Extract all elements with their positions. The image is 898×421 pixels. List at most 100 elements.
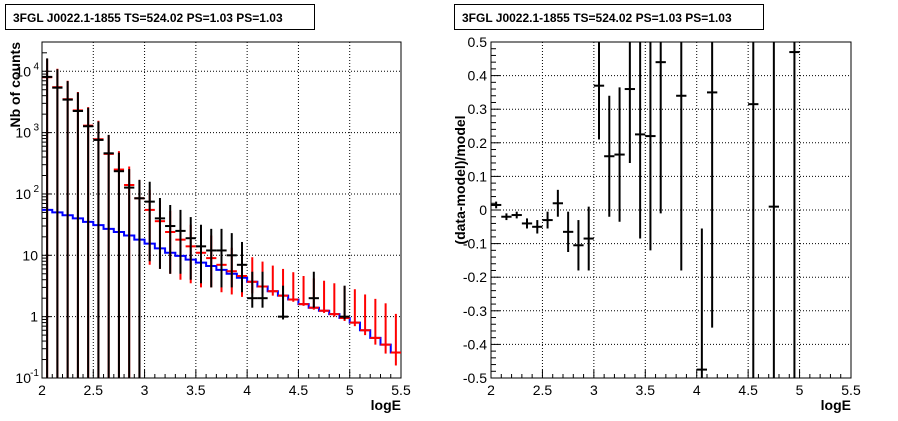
residual-series [491, 42, 800, 378]
data-point [103, 134, 114, 378]
y-axis-label: Nb of counts [7, 42, 23, 128]
y-tick-label: 0.1 [468, 168, 488, 184]
y-tick-label: 0.2 [468, 135, 488, 151]
data-point [42, 58, 53, 378]
data-point [359, 294, 371, 336]
data-point [308, 271, 319, 308]
y-tick-label: 10 [15, 186, 31, 202]
counts-series [42, 58, 401, 378]
y-tick-label: -0.2 [463, 269, 487, 285]
y-tick-label: 10 [22, 247, 38, 263]
y-tick-label: -0.1 [463, 236, 487, 252]
residual-point [521, 218, 533, 229]
counts-chart-title: 3FGL J0022.1-1855 TS=524.02 PS=1.03 PS=1… [5, 4, 315, 30]
x-tick-label: 2.5 [84, 382, 104, 398]
data-point [175, 209, 186, 274]
residual-point [604, 95, 615, 217]
y-tick-label: 10 [15, 370, 31, 386]
residual-point [542, 211, 553, 229]
data-point [390, 313, 401, 366]
data-point [52, 69, 63, 378]
y-tick-exponent: 4 [33, 61, 39, 72]
residual-point [491, 201, 502, 209]
residual-point [552, 189, 563, 217]
data-point [165, 205, 176, 274]
residual-point [583, 206, 594, 271]
x-tick-label: 4 [243, 382, 251, 398]
data-point [134, 179, 145, 378]
y-tick-label: 0.3 [468, 101, 488, 117]
y-axis-label: (data-model)/model [452, 115, 468, 244]
model-errorbars [42, 58, 401, 378]
y-tick-label: -0.3 [463, 303, 487, 319]
x-axis-label: logE [821, 397, 851, 413]
residual-panel: 3FGL J0022.1-1855 TS=524.02 PS=1.03 PS=1… [449, 0, 898, 421]
x-tick-label: 3 [141, 382, 149, 398]
y-tick-label: 10 [15, 125, 31, 141]
data-point [144, 181, 155, 262]
data-point [206, 228, 217, 288]
data-point [298, 275, 309, 306]
data-point [257, 271, 268, 308]
x-tick-label: 4.5 [289, 382, 309, 398]
data-point [72, 92, 84, 378]
residual-point [635, 42, 646, 239]
data-point [329, 283, 340, 317]
residual-point [676, 42, 687, 271]
x-tick-label: 4 [693, 382, 701, 398]
y-tick-exponent: 2 [33, 184, 39, 195]
x-tick-label: 3 [590, 382, 598, 398]
y-tick-label: 0.4 [468, 68, 488, 84]
residual-grid [490, 41, 852, 379]
residual-point [532, 220, 543, 234]
x-tick-label: 2 [38, 382, 46, 398]
data-point [370, 298, 381, 345]
data-point [288, 272, 299, 302]
data-point [349, 289, 360, 327]
x-tick-label: 2 [487, 382, 495, 398]
data-errorbars [42, 58, 350, 378]
data-point [216, 228, 227, 288]
data-point [113, 152, 125, 378]
data-point [154, 197, 166, 269]
residual-point [614, 87, 625, 222]
data-point [380, 303, 391, 354]
y-tick-label: 0 [479, 202, 487, 218]
x-tick-label: 5 [346, 382, 354, 398]
y-tick-label: 10 [15, 63, 31, 79]
residual-point [655, 42, 666, 214]
x-tick-label: 3.5 [636, 382, 656, 398]
residual-point [501, 213, 512, 221]
residual-point [573, 220, 584, 271]
data-point [236, 241, 248, 293]
y-tick-label: 1 [30, 309, 38, 325]
data-point [195, 224, 207, 284]
y-tick-label: 0.5 [468, 34, 488, 50]
data-point [62, 81, 73, 378]
data-point [93, 121, 104, 378]
data-point [318, 280, 330, 313]
y-tick-exponent: -1 [30, 368, 39, 379]
data-point [339, 285, 350, 320]
counts-grid [41, 42, 402, 379]
residual-axes: 2 2.5 3 3.5 4 4.5 5 5.5 -0.5 -0.4 -0.3 -0.2 -0.1 0 0.1… [452, 34, 861, 413]
x-tick-label: 3.5 [186, 382, 206, 398]
data-point [277, 285, 289, 320]
residual-point [789, 42, 800, 378]
data-point [267, 265, 278, 296]
counts-plot-frame [41, 41, 402, 379]
data-point [226, 233, 237, 288]
residual-point [696, 228, 707, 378]
data-point [124, 169, 135, 378]
x-tick-label: 5.5 [391, 382, 411, 398]
counts-panel: 3FGL J0022.1-1855 TS=524.02 PS=1.03 PS=1… [5, 4, 411, 413]
residual-point [624, 42, 635, 163]
residual-point [748, 42, 759, 378]
residual-point [707, 42, 718, 328]
x-tick-label: 5 [796, 382, 804, 398]
y-tick-label: -0.5 [463, 370, 487, 386]
residual-point [563, 211, 574, 252]
x-tick-label: 5.5 [841, 382, 861, 398]
